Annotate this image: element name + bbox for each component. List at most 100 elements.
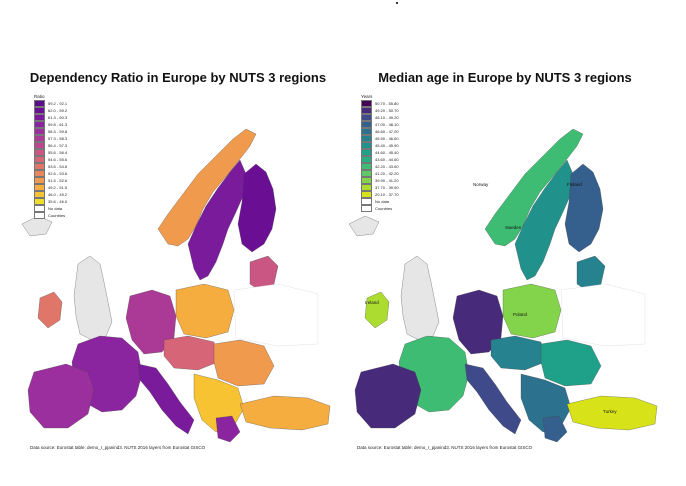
median-age-legend-label: 43.60 - 44.60 xyxy=(375,157,399,163)
dependency-legend-label: 46.0 - 49.2 xyxy=(48,192,68,198)
median-age-legend-label: 41.20 - 42.20 xyxy=(375,171,399,177)
dependency-legend-swatch xyxy=(34,205,45,213)
finland-region xyxy=(564,163,604,253)
median-age-legend-swatch xyxy=(361,121,372,129)
dependency-legend-item: 46.0 - 49.2 xyxy=(34,191,68,199)
country-label-sweden: Sweden xyxy=(505,225,522,230)
dependency-legend-swatch xyxy=(34,170,45,178)
belarus-ukraine-blank xyxy=(233,283,319,347)
finland-region xyxy=(237,163,277,253)
dependency-legend-swatch xyxy=(34,128,45,136)
median-age-legend-item: 37.70 - 39.90 xyxy=(361,184,399,192)
dependency-legend-item: 35.6 - 46.0 xyxy=(34,198,67,206)
dependency-legend-swatch xyxy=(34,156,45,164)
median-age-legend-label: 45.40 - 45.90 xyxy=(375,143,399,149)
median-age-legend-swatch xyxy=(361,184,372,192)
dependency-legend-swatch xyxy=(34,212,45,220)
median-age-legend-label: 48.10 - 49.20 xyxy=(375,115,399,121)
dependency-legend-swatch xyxy=(34,184,45,192)
dependency-legend-item: Countries xyxy=(34,212,67,220)
median-age-legend-swatch xyxy=(361,205,372,213)
dependency-legend-item: 62.0 - 59.2 xyxy=(34,107,68,115)
median-age-legend-label: 37.70 - 39.90 xyxy=(375,185,399,191)
median-age-legend-label: 20.10 - 37.70 xyxy=(375,192,399,198)
median-age-legend-item: 47.00 - 48.10 xyxy=(361,121,399,129)
median-age-legend-item: No data xyxy=(361,198,399,206)
median-age-legend-swatch xyxy=(361,114,372,122)
median-age-legend-swatch xyxy=(361,149,372,157)
dependency-legend-label: 59.8 - 61.3 xyxy=(48,122,68,128)
median-age-legend-swatch xyxy=(361,198,372,206)
dependency-legend-item: 52.6 - 53.6 xyxy=(34,170,67,178)
dependency-legend-swatch xyxy=(34,198,45,206)
dependency-legend-label: 61.3 - 60.3 xyxy=(48,115,68,121)
median-age-legend-swatch xyxy=(361,191,372,199)
country-label-norway: Norway xyxy=(473,182,489,187)
median-age-legend-label: 42.20 - 43.60 xyxy=(375,164,399,170)
median-age-legend-item: 42.20 - 43.60 xyxy=(361,163,399,171)
median-age-map xyxy=(348,128,658,443)
country-label-turkey: Turkey xyxy=(603,409,617,414)
median-age-legend-swatch xyxy=(361,142,372,150)
median-age-legend-label: No data xyxy=(375,199,390,205)
dependency-legend-label: 53.6 - 54.6 xyxy=(48,164,68,170)
dependency-legend-swatch xyxy=(34,114,45,122)
median-age-legend-item: 43.60 - 44.60 xyxy=(361,156,399,164)
dependency-map-title: Dependency Ratio in Europe by NUTS 3 reg… xyxy=(29,70,327,85)
dependency-legend-item: 54.6 - 55.6 xyxy=(34,156,68,164)
dependency-legend-item: No data xyxy=(34,205,67,213)
median-age-legend-swatch xyxy=(361,107,372,115)
belarus-ukraine-blank xyxy=(560,283,646,347)
ireland-region xyxy=(37,291,63,329)
dependency-legend-label: 54.6 - 55.6 xyxy=(48,157,68,163)
median-age-legend-item: 48.10 - 49.20 xyxy=(361,114,399,122)
dependency-legend: Ratio 59.2 - 92.1 62.0 - 59.2 61.3 - 60.3 5… xyxy=(34,94,68,220)
country-label-finland: Finland xyxy=(567,182,582,187)
median-age-legend-label: 39.90 - 41.20 xyxy=(375,178,399,184)
ireland-region xyxy=(364,291,390,329)
baltic-region xyxy=(576,255,606,293)
iberia-region xyxy=(27,363,95,429)
dependency-legend-label: 49.2 - 51.5 xyxy=(48,185,68,191)
median-age-legend-item: 45.40 - 45.90 xyxy=(361,142,399,150)
country-label-ireland: Ireland xyxy=(365,300,379,305)
stray-dot xyxy=(396,2,398,4)
dependency-legend-item: 56.4 - 57.3 xyxy=(34,142,67,150)
median-age-legend-item: 50.70 - 55.80 xyxy=(361,100,399,108)
sweden-region xyxy=(187,159,247,281)
median-age-legend-swatch xyxy=(361,156,372,164)
italy-region xyxy=(464,363,522,435)
italy-region xyxy=(137,363,195,435)
dependency-legend-item: 57.3 - 58.3 xyxy=(34,135,68,143)
median-age-legend-item: Countries xyxy=(361,205,399,213)
czech-austria-region xyxy=(490,335,546,371)
median-age-legend-item: 49.20 - 50.70 xyxy=(361,107,399,115)
poland-region xyxy=(175,283,235,339)
dependency-legend-swatch xyxy=(34,142,45,150)
dependency-legend-item: 61.3 - 60.3 xyxy=(34,114,68,122)
dependency-legend-item: 55.6 - 56.4 xyxy=(34,149,67,157)
median-age-legend-label: 50.70 - 55.80 xyxy=(375,101,399,107)
dependency-legend-label: 59.2 - 92.1 xyxy=(48,101,68,107)
median-age-legend-item: 20.10 - 37.70 xyxy=(361,191,399,199)
dependency-legend-label: 62.0 - 59.2 xyxy=(48,108,68,114)
median-age-legend-item: 45.90 - 46.60 xyxy=(361,135,399,143)
turkey-region xyxy=(566,395,658,431)
median-age-panel: Median age in Europe by NUTS 3 regions Y… xyxy=(345,60,665,460)
dependency-legend-swatch xyxy=(34,191,45,199)
median-age-legend-swatch xyxy=(361,177,372,185)
dependency-legend-item: 49.2 - 51.5 xyxy=(34,184,68,192)
poland-region xyxy=(502,283,562,339)
dependency-legend-item: 53.6 - 54.6 xyxy=(34,163,68,171)
dependency-legend-swatch xyxy=(34,149,45,157)
baltic-region xyxy=(249,255,279,293)
uk-region xyxy=(400,255,440,341)
dependency-legend-label: 57.3 - 58.3 xyxy=(48,136,68,142)
hungary-romania-region xyxy=(540,339,602,387)
median-age-data-source: Data source: Eurostat table: demo_r_pjan… xyxy=(357,445,533,450)
median-age-legend-label: 46.60 - 47.00 xyxy=(375,129,399,135)
uk-region xyxy=(73,255,113,341)
median-age-legend-label: 47.00 - 48.10 xyxy=(375,122,399,128)
dependency-ratio-map xyxy=(21,128,331,443)
hungary-romania-region xyxy=(213,339,275,387)
